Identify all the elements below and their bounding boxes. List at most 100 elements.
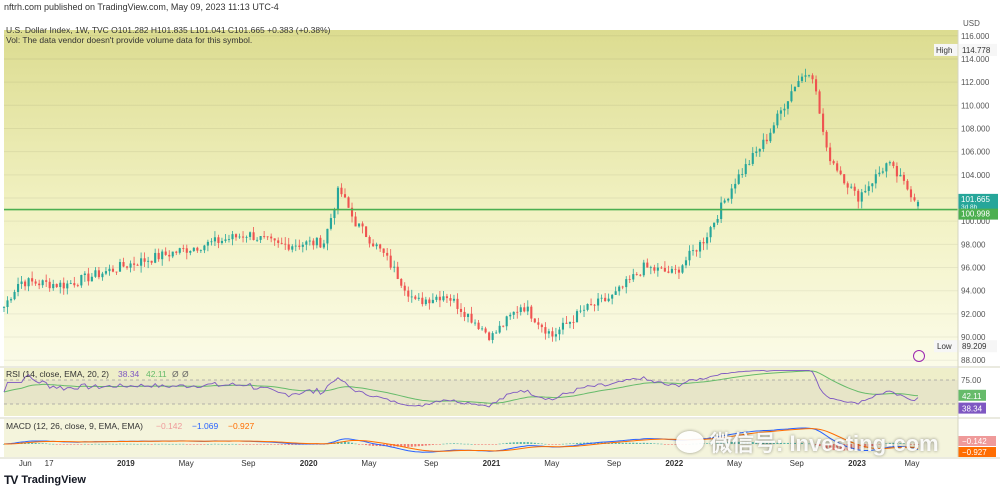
candle-body[interactable]	[519, 307, 522, 313]
candle-body[interactable]	[474, 322, 477, 324]
candle-body[interactable]	[241, 236, 245, 238]
candle-body[interactable]	[512, 311, 515, 315]
candle-body[interactable]	[66, 283, 69, 289]
candle-body[interactable]	[133, 263, 136, 265]
candle-body[interactable]	[597, 298, 600, 306]
candle-body[interactable]	[421, 297, 424, 305]
candle-body[interactable]	[150, 260, 153, 263]
candle-body[interactable]	[586, 304, 589, 310]
candle-body[interactable]	[702, 242, 705, 244]
candle-body[interactable]	[206, 241, 209, 246]
candle-body[interactable]	[217, 237, 220, 243]
candle-body[interactable]	[871, 183, 874, 187]
candle-body[interactable]	[27, 278, 30, 287]
candle-body[interactable]	[315, 237, 318, 246]
candle-body[interactable]	[108, 268, 111, 272]
candle-body[interactable]	[537, 322, 540, 325]
candle-body[interactable]	[438, 296, 441, 301]
candle-body[interactable]	[628, 279, 631, 280]
candle-body[interactable]	[913, 197, 916, 201]
candle-body[interactable]	[568, 321, 572, 324]
candle-body[interactable]	[171, 251, 174, 257]
candle-body[interactable]	[382, 248, 385, 253]
candle-body[interactable]	[727, 198, 730, 201]
candle-body[interactable]	[452, 298, 456, 301]
candle-body[interactable]	[843, 174, 846, 184]
candle-body[interactable]	[231, 234, 234, 240]
candle-body[interactable]	[210, 241, 213, 243]
candle-body[interactable]	[544, 327, 547, 334]
candle-body[interactable]	[122, 262, 125, 267]
candle-body[interactable]	[97, 270, 100, 278]
candle-body[interactable]	[424, 299, 427, 305]
candle-body[interactable]	[17, 283, 20, 292]
candle-body[interactable]	[470, 313, 473, 323]
candle-body[interactable]	[403, 285, 406, 291]
candle-body[interactable]	[273, 238, 276, 241]
candle-body[interactable]	[136, 264, 139, 266]
candle-body[interactable]	[94, 270, 97, 277]
candle-body[interactable]	[899, 174, 902, 177]
candle-body[interactable]	[203, 245, 206, 251]
candle-body[interactable]	[839, 170, 842, 175]
candle-body[interactable]	[547, 331, 550, 334]
candle-body[interactable]	[449, 298, 452, 301]
candle-body[interactable]	[361, 223, 364, 227]
candle-body[interactable]	[561, 322, 565, 330]
candle-body[interactable]	[829, 147, 832, 162]
candle-body[interactable]	[758, 148, 761, 152]
candle-body[interactable]	[755, 151, 758, 153]
candle-body[interactable]	[234, 234, 238, 238]
candle-body[interactable]	[182, 248, 185, 249]
candle-body[interactable]	[400, 278, 403, 286]
candle-body[interactable]	[632, 274, 635, 280]
candle-body[interactable]	[62, 282, 65, 289]
candle-body[interactable]	[793, 86, 797, 92]
candle-body[interactable]	[329, 218, 332, 229]
candle-body[interactable]	[333, 209, 336, 219]
candle-body[interactable]	[765, 139, 768, 142]
candle-body[interactable]	[287, 244, 290, 250]
candle-body[interactable]	[744, 164, 747, 175]
candle-body[interactable]	[365, 226, 368, 237]
candle-body[interactable]	[607, 298, 610, 302]
candle-body[interactable]	[410, 296, 413, 298]
candle-body[interactable]	[698, 242, 702, 252]
candle-body[interactable]	[90, 276, 93, 282]
candle-body[interactable]	[55, 284, 58, 288]
candle-body[interactable]	[45, 280, 48, 282]
candle-body[interactable]	[579, 310, 582, 312]
candle-body[interactable]	[836, 163, 839, 171]
candle-body[interactable]	[350, 207, 354, 217]
candle-body[interactable]	[516, 311, 519, 313]
candle-body[interactable]	[864, 190, 867, 193]
candle-body[interactable]	[874, 174, 877, 184]
candle-body[interactable]	[38, 283, 41, 286]
candle-body[interactable]	[860, 192, 863, 202]
candle-body[interactable]	[445, 296, 448, 299]
candle-body[interactable]	[431, 299, 434, 304]
candle-body[interactable]	[456, 298, 459, 309]
candle-body[interactable]	[41, 280, 44, 286]
candle-body[interactable]	[69, 283, 72, 284]
candle-body[interactable]	[621, 286, 624, 288]
candle-body[interactable]	[709, 227, 712, 238]
candle-body[interactable]	[252, 232, 255, 240]
candle-body[interactable]	[656, 267, 659, 271]
candle-body[interactable]	[466, 313, 470, 317]
candle-body[interactable]	[196, 247, 199, 251]
candle-body[interactable]	[502, 325, 505, 327]
candle-body[interactable]	[906, 180, 909, 190]
candle-body[interactable]	[161, 251, 164, 260]
price-chart[interactable]: 116.000 114.000 112.000 110.000 108.000 106.0…	[0, 14, 1000, 470]
candle-body[interactable]	[143, 258, 146, 262]
candle-body[interactable]	[83, 273, 86, 276]
candle-body[interactable]	[625, 279, 628, 288]
candle-body[interactable]	[684, 260, 688, 266]
candle-body[interactable]	[505, 316, 508, 327]
candle-body[interactable]	[308, 240, 311, 242]
candle-body[interactable]	[491, 333, 494, 340]
candle-body[interactable]	[818, 91, 821, 114]
tradingview-logo[interactable]: TV TradingView	[4, 471, 86, 489]
candle-body[interactable]	[807, 75, 811, 77]
